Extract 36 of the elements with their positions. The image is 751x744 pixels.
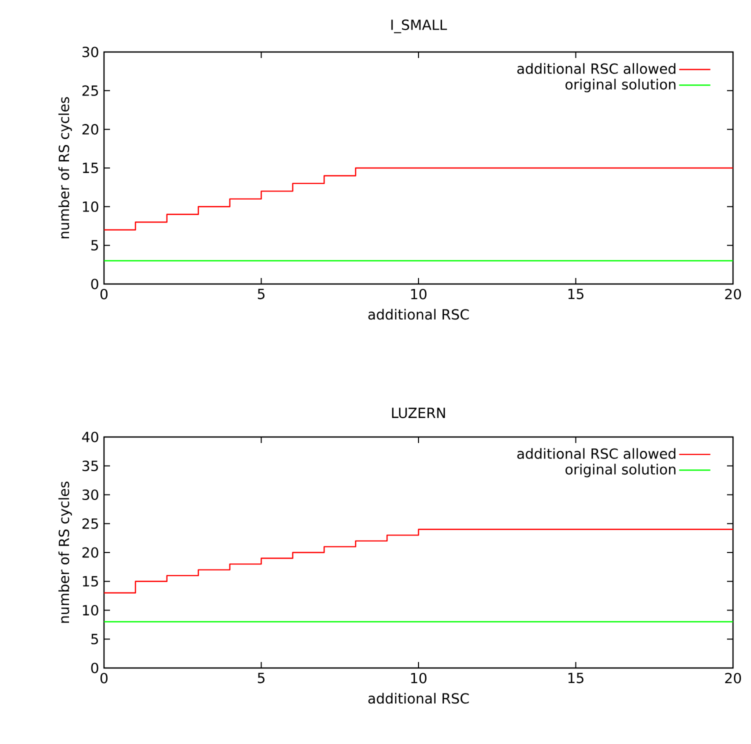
x-axis-title: additional RSC	[368, 692, 469, 704]
y-tick-label: 0	[91, 662, 98, 674]
y-tick-label: 15	[82, 576, 98, 587]
legend-label: original solution	[566, 464, 676, 478]
legend-label: original solution	[566, 78, 676, 92]
x-tick-label: 20	[725, 288, 741, 300]
y-tick-label: 30	[82, 46, 98, 58]
x-tick-label: 10	[411, 288, 426, 300]
chart-title: I_SMALL	[391, 20, 447, 34]
x-tick-label: 10	[411, 672, 426, 684]
x-tick-label: 5	[258, 672, 264, 684]
y-tick-label: 15	[82, 162, 98, 174]
x-axis-title: additional RSC	[368, 308, 469, 320]
y-tick-label: 25	[82, 85, 98, 96]
x-tick-label: 0	[100, 672, 108, 684]
x-tick-label: 15	[568, 288, 584, 300]
y-tick-label: 40	[82, 432, 98, 442]
y-tick-label: 25	[82, 518, 98, 529]
legend-label: additional RSC allowed	[517, 448, 676, 459]
y-tick-label: 5	[91, 634, 98, 644]
x-tick-label: 5	[258, 288, 264, 300]
y-tick-label: 5	[91, 240, 98, 251]
y-tick-label: 35	[82, 460, 98, 472]
legend-label: additional RSC allowed	[517, 63, 676, 74]
y-tick-label: 0	[91, 278, 98, 290]
x-tick-label: 0	[100, 288, 108, 300]
y-tick-label: 30	[82, 489, 98, 500]
x-tick-label: 20	[725, 672, 741, 684]
y-tick-label: 20	[82, 547, 98, 558]
y-tick-label: 10	[82, 201, 98, 212]
y-axis-title: number of RS cycles	[58, 482, 72, 623]
x-tick-label: 15	[568, 672, 584, 684]
y-axis-title: number of RS cycles	[58, 97, 72, 238]
chart-title: LUZERN	[392, 408, 445, 418]
y-tick-label: 10	[82, 604, 98, 616]
y-tick-label: 20	[82, 124, 98, 135]
